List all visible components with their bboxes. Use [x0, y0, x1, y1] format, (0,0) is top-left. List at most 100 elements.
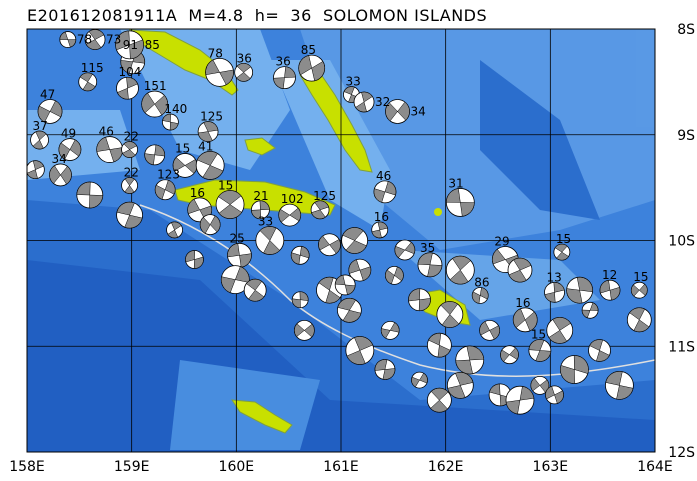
- beachball[interactable]: [197, 121, 219, 142]
- compressional-quadrant: [337, 298, 357, 311]
- beachball[interactable]: [479, 319, 501, 341]
- beachball[interactable]: [58, 138, 82, 161]
- beachball[interactable]: [84, 29, 106, 50]
- beachball[interactable]: [371, 221, 389, 239]
- beachball[interactable]: [500, 345, 519, 365]
- beachball[interactable]: [560, 355, 589, 384]
- beachball[interactable]: [115, 30, 144, 60]
- beachball[interactable]: [291, 291, 309, 309]
- beachball[interactable]: [411, 371, 428, 389]
- beachball[interactable]: [385, 99, 410, 124]
- beachball[interactable]: [546, 316, 574, 344]
- beachball[interactable]: [154, 179, 176, 201]
- compressional-quadrant: [466, 345, 484, 361]
- beachball[interactable]: [273, 66, 296, 90]
- compressional-quadrant: [384, 181, 397, 196]
- compressional-quadrant: [162, 113, 171, 123]
- beachball[interactable]: [353, 91, 375, 113]
- beachball[interactable]: [505, 385, 535, 415]
- beachball[interactable]: [446, 371, 474, 399]
- depth-label: 25: [229, 231, 244, 245]
- compressional-quadrant: [311, 61, 325, 82]
- beachball[interactable]: [116, 201, 143, 229]
- beachball[interactable]: [345, 336, 375, 365]
- compressional-quadrant: [408, 288, 421, 302]
- depth-label: 125: [200, 110, 223, 124]
- beachball[interactable]: [394, 239, 416, 261]
- beachball[interactable]: [76, 181, 104, 209]
- beachball[interactable]: [121, 141, 138, 158]
- beachball[interactable]: [417, 252, 443, 278]
- beachball[interactable]: [96, 136, 124, 163]
- beachball[interactable]: [278, 203, 302, 227]
- beachball[interactable]: [341, 227, 369, 254]
- beachball[interactable]: [544, 281, 565, 303]
- beachball[interactable]: [26, 160, 45, 180]
- beachball[interactable]: [121, 177, 138, 194]
- beachball[interactable]: [116, 76, 139, 100]
- beachball[interactable]: [626, 307, 652, 333]
- beachball[interactable]: [455, 345, 485, 375]
- beachball[interactable]: [528, 339, 552, 362]
- compressional-quadrant: [218, 190, 242, 205]
- beachball[interactable]: [380, 320, 400, 340]
- beachball[interactable]: [545, 385, 564, 405]
- longitude-tick-label: 161E: [323, 459, 359, 475]
- beachball[interactable]: [512, 307, 538, 333]
- beachball[interactable]: [195, 151, 225, 180]
- beachball[interactable]: [49, 163, 72, 187]
- beachball[interactable]: [251, 200, 270, 220]
- beachball[interactable]: [144, 144, 166, 166]
- beachball[interactable]: [426, 332, 452, 358]
- beachball[interactable]: [530, 375, 550, 395]
- beachball[interactable]: [553, 243, 571, 261]
- beachball[interactable]: [161, 113, 179, 131]
- beachball[interactable]: [471, 287, 489, 304]
- beachball[interactable]: [185, 250, 204, 269]
- beachball[interactable]: [141, 90, 169, 118]
- beachball[interactable]: [445, 188, 475, 217]
- beachball[interactable]: [234, 62, 254, 82]
- compressional-quadrant: [428, 332, 442, 346]
- beachball[interactable]: [30, 130, 49, 150]
- beachball[interactable]: [599, 279, 621, 301]
- beachball[interactable]: [199, 214, 221, 236]
- beachball[interactable]: [166, 221, 183, 239]
- beachball[interactable]: [243, 278, 267, 302]
- beachball[interactable]: [290, 245, 310, 265]
- depth-label: 123: [157, 168, 180, 182]
- beachball[interactable]: [408, 288, 431, 312]
- beachball[interactable]: [630, 281, 648, 299]
- beachball[interactable]: [374, 359, 396, 380]
- beachball[interactable]: [384, 265, 404, 285]
- compressional-quadrant: [290, 252, 301, 265]
- beachball[interactable]: [78, 72, 98, 92]
- compressional-quadrant: [278, 208, 291, 223]
- longitude-tick-label: 158E: [9, 459, 45, 475]
- beachball[interactable]: [445, 255, 475, 285]
- beachball[interactable]: [581, 301, 599, 319]
- beachball[interactable]: [336, 297, 362, 323]
- beachball[interactable]: [507, 257, 533, 283]
- beachball[interactable]: [566, 276, 594, 304]
- beachball[interactable]: [310, 200, 330, 220]
- beachball[interactable]: [318, 233, 341, 257]
- beachball[interactable]: [426, 387, 452, 413]
- beachball[interactable]: [255, 226, 285, 255]
- beachball[interactable]: [215, 190, 245, 219]
- beachball[interactable]: [373, 180, 397, 204]
- beachball[interactable]: [334, 274, 356, 296]
- beachball[interactable]: [605, 370, 634, 400]
- beachball[interactable]: [205, 57, 234, 87]
- beachball[interactable]: [588, 339, 611, 362]
- beachball[interactable]: [37, 99, 63, 124]
- beachball[interactable]: [59, 31, 77, 48]
- compressional-quadrant: [69, 139, 82, 157]
- beachball[interactable]: [298, 54, 326, 82]
- beachball[interactable]: [293, 319, 315, 341]
- compressional-quadrant: [117, 87, 129, 100]
- beachball[interactable]: [436, 301, 464, 328]
- beachball[interactable]: [348, 258, 372, 282]
- beachball[interactable]: [227, 242, 252, 268]
